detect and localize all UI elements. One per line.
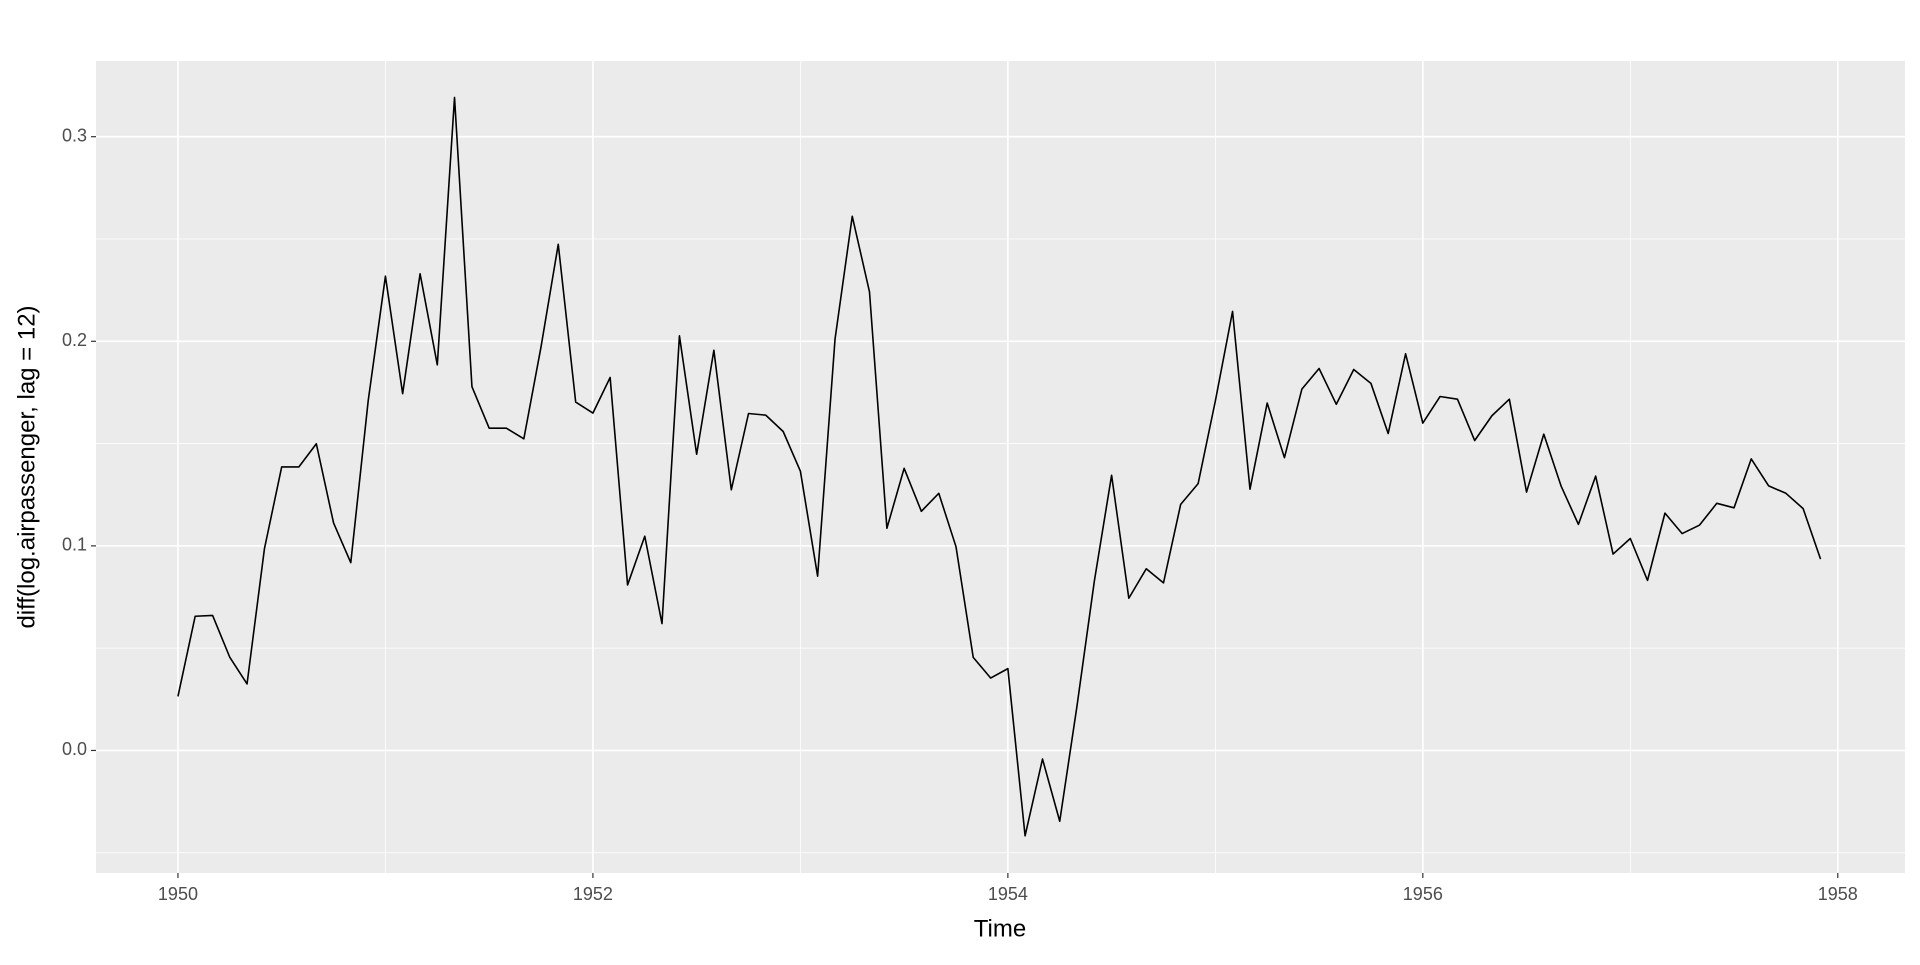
- y-axis-title: diff(log.airpassenger, lag = 12): [13, 305, 40, 628]
- x-tick-label: 1952: [573, 884, 613, 904]
- x-tick-label: 1950: [158, 884, 198, 904]
- x-tick-label: 1958: [1818, 884, 1858, 904]
- x-axis-title: Time: [974, 915, 1026, 942]
- y-tick-label: 0.2: [62, 330, 87, 350]
- y-tick-label: 0.0: [62, 739, 87, 759]
- x-tick-label: 1956: [1403, 884, 1443, 904]
- y-tick-label: 0.1: [62, 535, 87, 555]
- x-tick-label: 1954: [988, 884, 1028, 904]
- line-series: [177, 96, 1822, 837]
- y-tick-label: 0.3: [62, 125, 87, 145]
- plot-panel: [96, 61, 1905, 873]
